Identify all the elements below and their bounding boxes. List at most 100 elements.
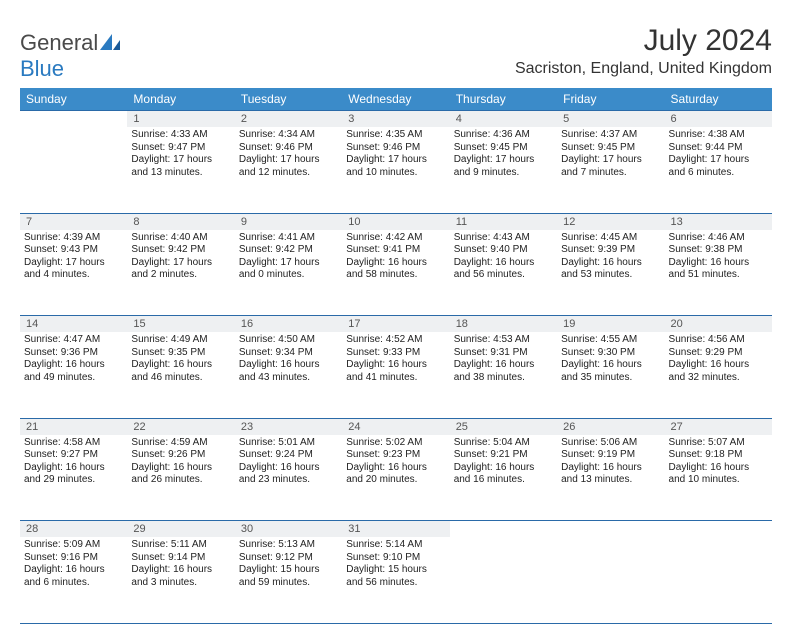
day1-text: Daylight: 15 hours [239, 564, 338, 577]
day1-text: Daylight: 17 hours [239, 154, 338, 167]
sunrise-text: Sunrise: 4:37 AM [561, 129, 660, 142]
sunset-text: Sunset: 9:43 PM [24, 244, 123, 257]
day-number: 8 [127, 213, 234, 230]
day-cell: Sunrise: 5:14 AMSunset: 9:10 PMDaylight:… [342, 537, 449, 623]
day2-text: and 56 minutes. [346, 577, 445, 590]
logo-text-gray: General [20, 30, 98, 55]
day-number: 16 [235, 316, 342, 333]
sunrise-text: Sunrise: 4:36 AM [454, 129, 553, 142]
day-number: 29 [127, 521, 234, 538]
sunset-text: Sunset: 9:12 PM [239, 552, 338, 565]
day-cell: Sunrise: 4:55 AMSunset: 9:30 PMDaylight:… [557, 332, 664, 418]
day2-text: and 6 minutes. [669, 167, 768, 180]
day1-text: Daylight: 16 hours [239, 462, 338, 475]
day-cell [665, 537, 772, 623]
sunrise-text: Sunrise: 4:49 AM [131, 334, 230, 347]
day-number: 30 [235, 521, 342, 538]
day-cell: Sunrise: 4:39 AMSunset: 9:43 PMDaylight:… [20, 230, 127, 316]
sunset-text: Sunset: 9:39 PM [561, 244, 660, 257]
sunset-text: Sunset: 9:33 PM [346, 347, 445, 360]
location: Sacriston, England, United Kingdom [515, 60, 772, 78]
sunset-text: Sunset: 9:46 PM [239, 142, 338, 155]
sunset-text: Sunset: 9:31 PM [454, 347, 553, 360]
day-number: 9 [235, 213, 342, 230]
day-cell: Sunrise: 4:42 AMSunset: 9:41 PMDaylight:… [342, 230, 449, 316]
day2-text: and 3 minutes. [131, 577, 230, 590]
day1-text: Daylight: 16 hours [131, 359, 230, 372]
day-cell: Sunrise: 5:02 AMSunset: 9:23 PMDaylight:… [342, 435, 449, 521]
day2-text: and 20 minutes. [346, 474, 445, 487]
sunrise-text: Sunrise: 4:59 AM [131, 437, 230, 450]
day-cell [557, 537, 664, 623]
day-cell: Sunrise: 4:50 AMSunset: 9:34 PMDaylight:… [235, 332, 342, 418]
day2-text: and 23 minutes. [239, 474, 338, 487]
day-number [450, 521, 557, 538]
day-header: Friday [557, 88, 664, 111]
day1-text: Daylight: 16 hours [346, 462, 445, 475]
day-number: 13 [665, 213, 772, 230]
day-cell: Sunrise: 5:11 AMSunset: 9:14 PMDaylight:… [127, 537, 234, 623]
day-number: 12 [557, 213, 664, 230]
sunrise-text: Sunrise: 5:09 AM [24, 539, 123, 552]
sunrise-text: Sunrise: 4:42 AM [346, 232, 445, 245]
sunset-text: Sunset: 9:47 PM [131, 142, 230, 155]
day-header: Sunday [20, 88, 127, 111]
day-cell: Sunrise: 5:07 AMSunset: 9:18 PMDaylight:… [665, 435, 772, 521]
day-header: Saturday [665, 88, 772, 111]
sunrise-text: Sunrise: 4:55 AM [561, 334, 660, 347]
day2-text: and 26 minutes. [131, 474, 230, 487]
day2-text: and 29 minutes. [24, 474, 123, 487]
day-cell: Sunrise: 4:49 AMSunset: 9:35 PMDaylight:… [127, 332, 234, 418]
day1-text: Daylight: 17 hours [669, 154, 768, 167]
week-row: Sunrise: 4:47 AMSunset: 9:36 PMDaylight:… [20, 332, 772, 418]
sunrise-text: Sunrise: 4:39 AM [24, 232, 123, 245]
day1-text: Daylight: 16 hours [24, 462, 123, 475]
sunrise-text: Sunrise: 4:58 AM [24, 437, 123, 450]
day-number: 23 [235, 418, 342, 435]
day-number: 11 [450, 213, 557, 230]
day1-text: Daylight: 17 hours [131, 257, 230, 270]
sunset-text: Sunset: 9:42 PM [239, 244, 338, 257]
day-cell: Sunrise: 4:56 AMSunset: 9:29 PMDaylight:… [665, 332, 772, 418]
sunset-text: Sunset: 9:44 PM [669, 142, 768, 155]
day-number: 6 [665, 111, 772, 128]
day1-text: Daylight: 16 hours [24, 359, 123, 372]
day1-text: Daylight: 17 hours [561, 154, 660, 167]
day-header-row: Sunday Monday Tuesday Wednesday Thursday… [20, 88, 772, 111]
day-number [665, 521, 772, 538]
day1-text: Daylight: 17 hours [454, 154, 553, 167]
day2-text: and 4 minutes. [24, 269, 123, 282]
day-number: 21 [20, 418, 127, 435]
day-header: Monday [127, 88, 234, 111]
sunset-text: Sunset: 9:14 PM [131, 552, 230, 565]
day2-text: and 35 minutes. [561, 372, 660, 385]
day-number: 25 [450, 418, 557, 435]
sunset-text: Sunset: 9:29 PM [669, 347, 768, 360]
sunrise-text: Sunrise: 5:11 AM [131, 539, 230, 552]
header: GeneralBlue July 2024 Sacriston, England… [20, 24, 772, 82]
sunset-text: Sunset: 9:26 PM [131, 449, 230, 462]
day2-text: and 51 minutes. [669, 269, 768, 282]
month-title: July 2024 [515, 24, 772, 58]
day-number: 19 [557, 316, 664, 333]
day1-text: Daylight: 16 hours [24, 564, 123, 577]
day-cell: Sunrise: 4:53 AMSunset: 9:31 PMDaylight:… [450, 332, 557, 418]
day1-text: Daylight: 17 hours [239, 257, 338, 270]
sunset-text: Sunset: 9:45 PM [561, 142, 660, 155]
day-cell: Sunrise: 4:45 AMSunset: 9:39 PMDaylight:… [557, 230, 664, 316]
day-cell: Sunrise: 4:46 AMSunset: 9:38 PMDaylight:… [665, 230, 772, 316]
sunset-text: Sunset: 9:40 PM [454, 244, 553, 257]
sunrise-text: Sunrise: 4:53 AM [454, 334, 553, 347]
sunrise-text: Sunrise: 4:33 AM [131, 129, 230, 142]
day1-text: Daylight: 16 hours [346, 359, 445, 372]
day-number: 2 [235, 111, 342, 128]
day1-text: Daylight: 16 hours [239, 359, 338, 372]
day1-text: Daylight: 16 hours [346, 257, 445, 270]
sunrise-text: Sunrise: 5:13 AM [239, 539, 338, 552]
logo: GeneralBlue [20, 30, 120, 82]
sunrise-text: Sunrise: 4:41 AM [239, 232, 338, 245]
sunrise-text: Sunrise: 4:46 AM [669, 232, 768, 245]
day1-text: Daylight: 17 hours [131, 154, 230, 167]
day2-text: and 6 minutes. [24, 577, 123, 590]
day2-text: and 13 minutes. [561, 474, 660, 487]
